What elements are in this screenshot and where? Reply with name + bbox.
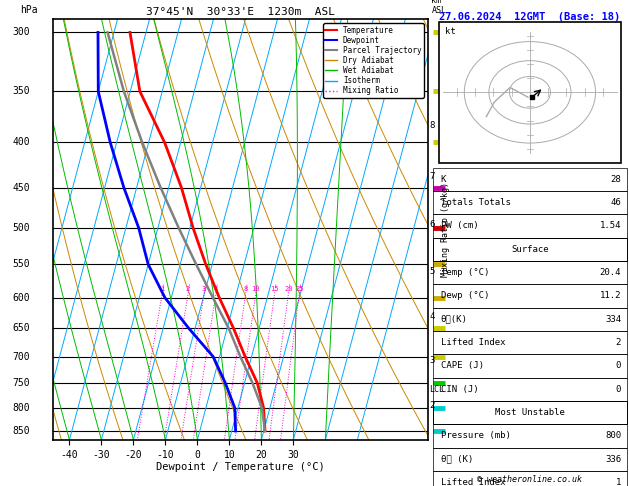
Text: kt: kt [445,27,455,36]
Text: 8: 8 [243,286,248,293]
Text: 4: 4 [214,286,218,293]
Text: 11.2: 11.2 [599,292,621,300]
Bar [433,238,627,261]
Text: 800: 800 [605,432,621,440]
Text: 450: 450 [13,183,30,192]
Text: 800: 800 [13,403,30,413]
Text: © weatheronline.co.uk: © weatheronline.co.uk [477,474,582,484]
Text: 336: 336 [605,455,621,464]
Text: 350: 350 [13,87,30,96]
Text: Lifted Index: Lifted Index [441,478,505,486]
Text: 8: 8 [430,122,435,130]
Text: 20: 20 [284,286,292,293]
Bar [433,214,627,238]
Text: 400: 400 [13,138,30,147]
Bar [433,308,627,331]
Text: 600: 600 [13,293,30,303]
Text: θᴇ(K): θᴇ(K) [441,315,467,324]
Text: 850: 850 [13,426,30,436]
Bar [433,471,627,486]
Bar [433,448,627,471]
Bar [433,191,627,214]
Text: 1: 1 [160,286,164,293]
Text: Surface: Surface [511,245,548,254]
Text: CIN (J): CIN (J) [441,385,479,394]
Text: 1.54: 1.54 [599,222,621,230]
Text: 1: 1 [616,478,621,486]
Text: Lifted Index: Lifted Index [441,338,505,347]
Text: Most Unstable: Most Unstable [495,408,565,417]
Text: 300: 300 [13,27,30,37]
Text: 2: 2 [430,401,435,410]
Text: Pressure (mb): Pressure (mb) [441,432,511,440]
Text: 5: 5 [430,267,435,276]
Text: 2: 2 [616,338,621,347]
Text: 25: 25 [295,286,304,293]
Bar [433,424,627,448]
Text: 4: 4 [430,312,435,321]
Bar [433,284,627,308]
Text: 10: 10 [252,286,260,293]
Text: 20.4: 20.4 [599,268,621,277]
Text: 28: 28 [610,175,621,184]
Bar [433,331,627,354]
Text: Dewp (°C): Dewp (°C) [441,292,489,300]
Text: Temp (°C): Temp (°C) [441,268,489,277]
Bar [433,354,627,378]
Text: PW (cm): PW (cm) [441,222,479,230]
Text: 0: 0 [616,385,621,394]
Text: 0: 0 [616,362,621,370]
Text: θᴇ (K): θᴇ (K) [441,455,473,464]
Text: 46: 46 [610,198,621,207]
Bar [439,22,621,163]
Text: hPa: hPa [19,5,37,15]
Bar [433,378,627,401]
Bar [433,168,627,191]
Text: km
ASL: km ASL [431,0,447,15]
Text: 6: 6 [430,220,435,228]
X-axis label: Dewpoint / Temperature (°C): Dewpoint / Temperature (°C) [156,462,325,472]
Text: CAPE (J): CAPE (J) [441,362,484,370]
Text: Mixing Ratio (g/kg): Mixing Ratio (g/kg) [441,182,450,277]
Text: 15: 15 [270,286,279,293]
Text: LCL: LCL [430,384,445,394]
Text: 700: 700 [13,352,30,362]
Text: 750: 750 [13,378,30,388]
Text: 3: 3 [202,286,206,293]
Text: 3: 3 [430,356,435,365]
Legend: Temperature, Dewpoint, Parcel Trajectory, Dry Adiabat, Wet Adiabat, Isotherm, Mi: Temperature, Dewpoint, Parcel Trajectory… [323,23,424,98]
Bar [433,401,627,424]
Text: 27.06.2024  12GMT  (Base: 18): 27.06.2024 12GMT (Base: 18) [439,12,621,22]
Text: 2: 2 [186,286,190,293]
Text: 550: 550 [13,260,30,269]
Text: 334: 334 [605,315,621,324]
Bar [433,261,627,284]
Title: 37°45'N  30°33'E  1230m  ASL: 37°45'N 30°33'E 1230m ASL [146,7,335,17]
Text: 500: 500 [13,223,30,233]
Text: 7: 7 [430,172,435,181]
Text: K: K [441,175,446,184]
Text: Totals Totals: Totals Totals [441,198,511,207]
Text: 650: 650 [13,323,30,333]
